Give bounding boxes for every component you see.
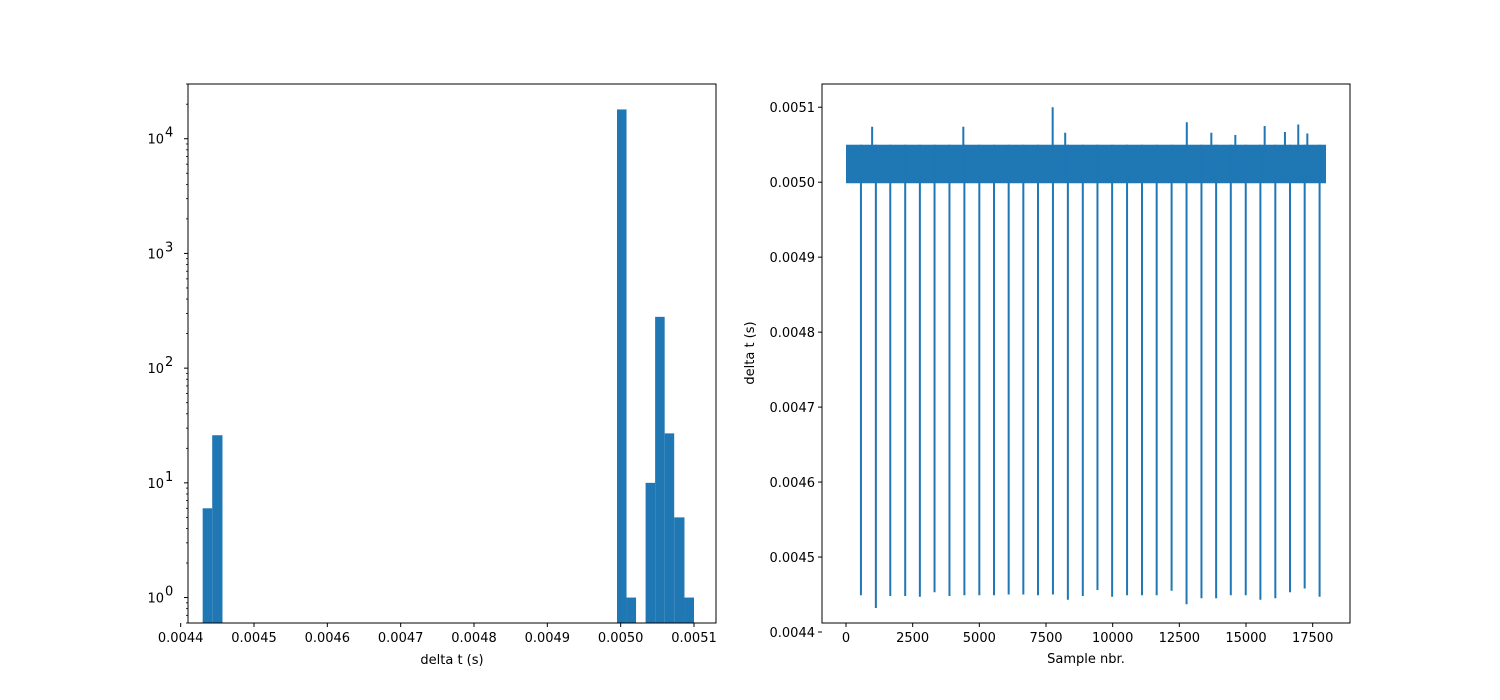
histogram-bars [202,109,694,623]
line-chart: 0 2500 5000 7500 10000 12500 15000 17500 0.0044… [743,83,1351,667]
histogram-bar [645,482,656,623]
histogram-y-tick-exponent: 1 [165,470,173,485]
histogram-bar [684,597,694,623]
line-x-tick-label: 17500 [1292,631,1333,646]
line-y-axis-label: delta t (s) [743,321,758,384]
histogram-y-tick-label: 10 [147,477,164,492]
line-x-tick-label: 15000 [1225,631,1266,646]
histogram-x-tick-label: 0.0046 [305,631,351,646]
histogram-frame [187,83,717,624]
histogram-bar [674,517,685,623]
histogram-x-axis: 0.0044 0.0045 0.0046 0.0047 0.0048 0.0049 0.00… [158,623,717,646]
line-x-tick-label: 2500 [896,631,929,646]
histogram-x-tick-label: 0.0044 [158,631,204,646]
histogram-bar [626,597,637,623]
histogram-bar [212,435,223,623]
histogram-x-tick-label: 0.0051 [671,631,717,646]
line-y-axis: 0.0044 0.0045 0.0046 0.0047 0.0048 0.0049 0.00… [770,101,822,641]
histogram-x-axis-label: delta t (s) [420,653,483,668]
histogram-x-tick-label: 0.0047 [378,631,424,646]
histogram-y-tick-exponent: 2 [165,355,173,370]
line-series [846,107,1326,609]
line-x-axis-label: Sample nbr. [1047,652,1125,667]
line-y-tick-label: 0.0048 [770,326,816,341]
line-x-axis: 0 2500 5000 7500 10000 12500 15000 17500 [842,623,1333,646]
histogram-bar [664,433,675,623]
line-x-tick-label: 7500 [1029,631,1062,646]
histogram-x-tick-label: 0.0049 [525,631,571,646]
histogram-x-tick-label: 0.0045 [231,631,277,646]
histogram-y-tick-label: 10 [147,247,164,262]
line-y-tick-label: 0.0050 [770,176,816,191]
line-y-tick-label: 0.0049 [770,251,816,266]
line-y-tick-label: 0.0047 [770,401,816,416]
histogram-y-tick-label: 10 [147,133,164,148]
histogram-x-tick-label: 0.0048 [451,631,497,646]
line-y-tick-label: 0.0045 [770,551,816,566]
line-y-tick-label: 0.0044 [770,626,816,641]
line-frame [821,83,1351,624]
line-dense-band [846,144,1326,183]
histogram-y-tick-exponent: 4 [165,126,173,141]
line-x-tick-label: 0 [842,631,850,646]
histogram-y-tick-label: 10 [147,592,164,607]
histogram-y-tick-exponent: 0 [165,585,173,600]
histogram-bar [202,508,213,623]
histogram-chart: 0.0044 0.0045 0.0046 0.0047 0.0048 0.0049 0.00… [147,83,717,668]
line-x-tick-label: 10000 [1092,631,1133,646]
line-y-tick-label: 0.0046 [770,476,816,491]
histogram-y-tick-exponent: 3 [165,240,173,255]
histogram-bar [655,316,665,623]
line-x-tick-label: 12500 [1159,631,1200,646]
histogram-bar [617,109,627,623]
line-y-tick-label: 0.0051 [770,101,816,116]
histogram-y-tick-label: 10 [147,362,164,377]
line-x-tick-label: 5000 [963,631,996,646]
histogram-x-tick-label: 0.0050 [598,631,644,646]
